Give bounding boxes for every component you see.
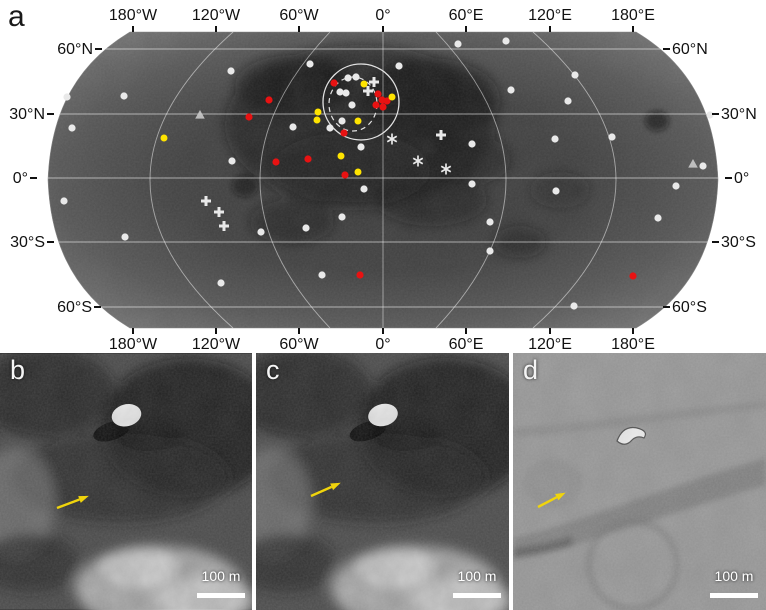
svg-text:0°: 0° bbox=[375, 336, 390, 352]
axis-layer: 180°W 120°W 60°W 0° 60°E 120°E 180°E 180°W 120°W… bbox=[9, 7, 757, 352]
panel-c-scale-text: 100 m bbox=[457, 568, 497, 584]
svg-text:120°E: 120°E bbox=[528, 336, 572, 352]
panel-d-arrow-layer bbox=[537, 492, 566, 509]
svg-text:120°W: 120°W bbox=[192, 336, 241, 352]
svg-text:120°W: 120°W bbox=[192, 7, 241, 24]
panel-d-scale-text: 100 m bbox=[714, 568, 754, 584]
panel-c-texture bbox=[256, 353, 509, 610]
svg-text:180°W: 180°W bbox=[109, 7, 158, 24]
panel-b-arrow-layer bbox=[56, 495, 89, 510]
panel-d-texture bbox=[513, 353, 766, 610]
close-up-panels-row: b 100 m bbox=[0, 353, 766, 610]
map-body bbox=[47, 31, 719, 329]
svg-text:30°N: 30°N bbox=[721, 106, 757, 123]
svg-text:120°E: 120°E bbox=[528, 7, 572, 24]
svg-text:60°E: 60°E bbox=[449, 336, 484, 352]
panel-b-scale-text: 100 m bbox=[201, 568, 241, 584]
graticule-layer bbox=[48, 32, 718, 328]
svg-text:30°S: 30°S bbox=[721, 234, 756, 251]
panel-b-letter: b bbox=[10, 355, 26, 385]
svg-text:60°W: 60°W bbox=[279, 336, 319, 352]
marker-layer bbox=[60, 37, 714, 310]
panel-a-letter: a bbox=[8, 0, 25, 33]
panel-b-image: b 100 m bbox=[0, 353, 252, 610]
svg-text:180°W: 180°W bbox=[109, 336, 158, 352]
panel-b-texture bbox=[0, 353, 252, 610]
svg-text:60°N: 60°N bbox=[57, 41, 93, 58]
panel-c-scale-bar bbox=[453, 593, 501, 598]
svg-text:0°: 0° bbox=[13, 170, 28, 187]
panel-c-arrow-layer bbox=[310, 482, 341, 498]
panel-c-letter: c bbox=[266, 355, 280, 385]
svg-text:30°N: 30°N bbox=[9, 106, 45, 123]
svg-text:60°E: 60°E bbox=[449, 7, 484, 24]
panel-b-scale-bar bbox=[197, 593, 245, 598]
svg-text:60°S: 60°S bbox=[57, 299, 92, 316]
svg-text:0°: 0° bbox=[734, 170, 749, 187]
panel-d-scale-bar bbox=[710, 593, 758, 598]
svg-text:180°E: 180°E bbox=[611, 7, 655, 24]
panel-d-letter: d bbox=[523, 355, 539, 385]
svg-text:60°W: 60°W bbox=[279, 7, 319, 24]
svg-text:30°S: 30°S bbox=[10, 234, 45, 251]
map-svg: 180°W 120°W 60°W 0° 60°E 120°E 180°E 180°W 120°W… bbox=[9, 7, 757, 352]
svg-text:0°: 0° bbox=[375, 7, 390, 24]
svg-text:180°E: 180°E bbox=[611, 336, 655, 352]
panel-c-image: c 100 m bbox=[256, 353, 509, 610]
svg-text:60°S: 60°S bbox=[672, 299, 707, 316]
svg-text:60°N: 60°N bbox=[672, 41, 708, 58]
panel-a-map: 180°W 120°W 60°W 0° 60°E 120°E 180°E 180°W 120°W… bbox=[8, 0, 757, 352]
panel-d-image: d 100 m bbox=[513, 353, 766, 610]
